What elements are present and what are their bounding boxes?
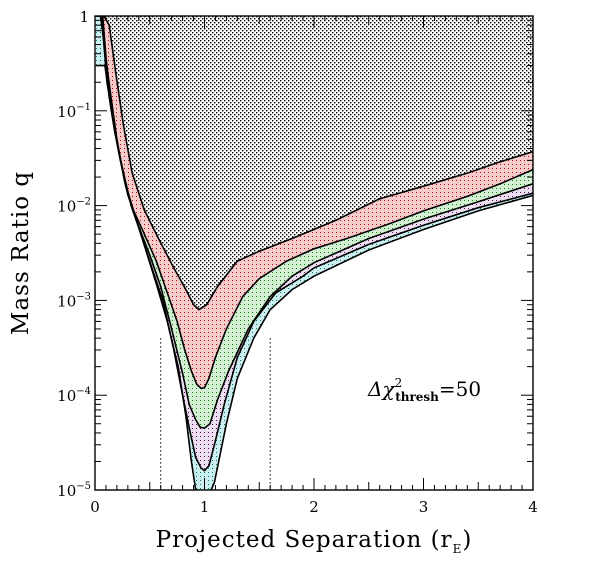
y-tick-label: 10−5 <box>57 481 91 500</box>
x-tick-label: 2 <box>309 498 319 516</box>
contour-curves <box>96 16 533 490</box>
x-tick-label: 3 <box>419 498 429 516</box>
excluded-region <box>96 16 533 310</box>
x-tick-label: 4 <box>528 498 538 516</box>
x-axis-label: Projected Separation (rE) <box>156 527 473 556</box>
tick-labels: 0 1 2 3 4 1 10−1 10−2 10−3 10−4 10−5 <box>57 8 538 516</box>
y-tick-label: 10−2 <box>57 197 91 216</box>
x-tick-label: 1 <box>200 498 210 516</box>
y-tick-label: 1 <box>79 8 89 26</box>
outer-boundary-right <box>210 194 533 490</box>
shaded-regions <box>96 16 533 490</box>
contour-curve-0 <box>96 16 533 311</box>
axes <box>94 15 534 491</box>
dotted-reference-lines <box>160 338 271 490</box>
x-tick-label: 0 <box>90 498 100 516</box>
y-axis-label: Mass Ratio q <box>8 171 34 335</box>
delta-chi-annotation: Δχ2 thresh=50 <box>367 376 481 404</box>
y-tick-label: 10−3 <box>57 291 91 310</box>
y-tick-label: 10−4 <box>57 386 91 405</box>
outer-boundary-left <box>96 64 199 490</box>
y-tick-label: 10−1 <box>57 102 91 121</box>
band-red <box>96 16 533 389</box>
